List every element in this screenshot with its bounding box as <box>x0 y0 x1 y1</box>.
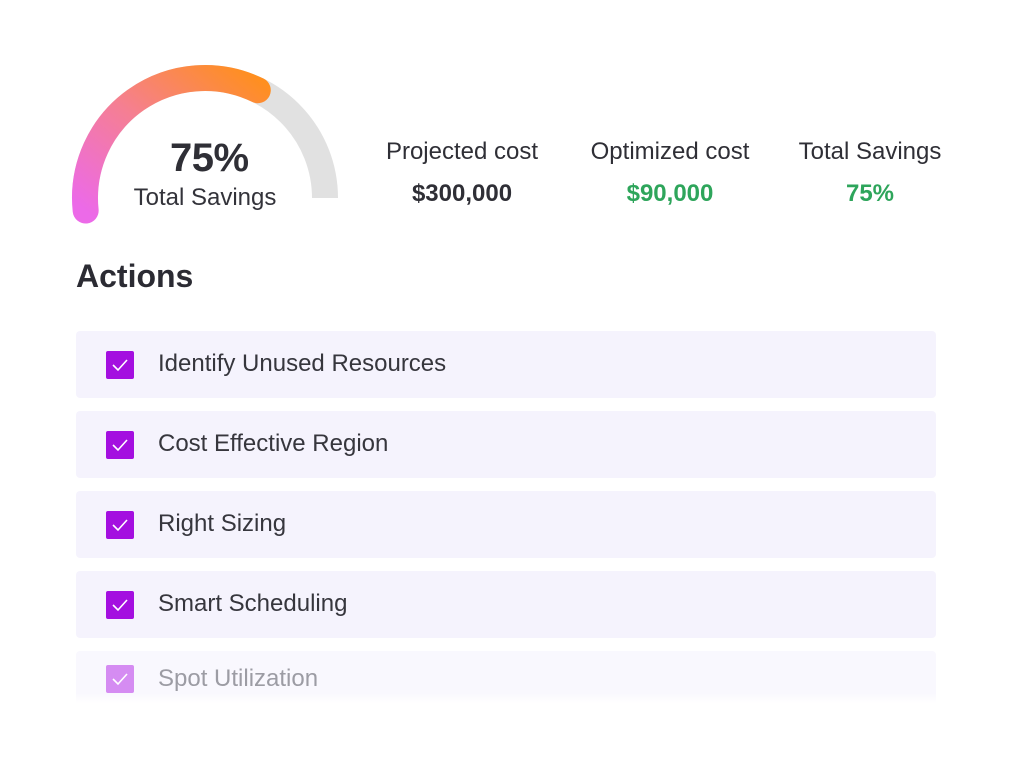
action-item-smart-scheduling[interactable]: Smart Scheduling <box>76 571 936 638</box>
gauge-percent: 75% <box>170 136 249 180</box>
metric-total-savings: Total Savings 75% <box>790 138 950 208</box>
action-label: Cost Effective Region <box>158 430 389 457</box>
metric-label: Total Savings <box>798 138 942 165</box>
metric-value: $300,000 <box>411 180 513 207</box>
action-item-identify-unused-resources[interactable]: Identify Unused Resources <box>76 331 936 398</box>
checkmark-icon <box>112 599 128 612</box>
checkbox-checked[interactable] <box>106 591 134 619</box>
action-label: Identify Unused Resources <box>158 350 447 377</box>
metric-label: Optimized cost <box>590 138 750 165</box>
gauge-label: Total Savings <box>133 184 277 211</box>
actions-heading: Actions <box>76 258 194 294</box>
metric-projected-cost: Projected cost $300,000 <box>372 138 552 208</box>
savings-gauge: 75% Total Savings <box>70 58 340 228</box>
metric-optimized-cost: Optimized cost $90,000 <box>578 138 762 208</box>
checkmark-icon <box>112 359 128 372</box>
action-item-right-sizing[interactable]: Right Sizing <box>76 491 936 558</box>
metric-value: 75% <box>845 180 895 207</box>
list-fade-overlay <box>76 693 936 703</box>
metric-label: Projected cost <box>385 138 539 165</box>
checkbox-checked[interactable] <box>106 511 134 539</box>
checkbox-checked[interactable] <box>106 351 134 379</box>
checkbox-checked[interactable] <box>106 665 134 693</box>
actions-list: Identify Unused Resources Cost Effective… <box>76 331 936 703</box>
metric-value: $90,000 <box>626 180 714 207</box>
checkbox-checked[interactable] <box>106 431 134 459</box>
action-item-cost-effective-region[interactable]: Cost Effective Region <box>76 411 936 478</box>
action-label: Smart Scheduling <box>158 590 348 617</box>
gauge-chart <box>72 65 338 224</box>
checkmark-icon <box>112 439 128 452</box>
checkmark-icon <box>112 673 128 686</box>
action-label: Right Sizing <box>158 510 287 537</box>
checkmark-icon <box>112 519 128 532</box>
gauge-fill <box>72 65 271 224</box>
action-label: Spot Utilization <box>158 665 319 692</box>
